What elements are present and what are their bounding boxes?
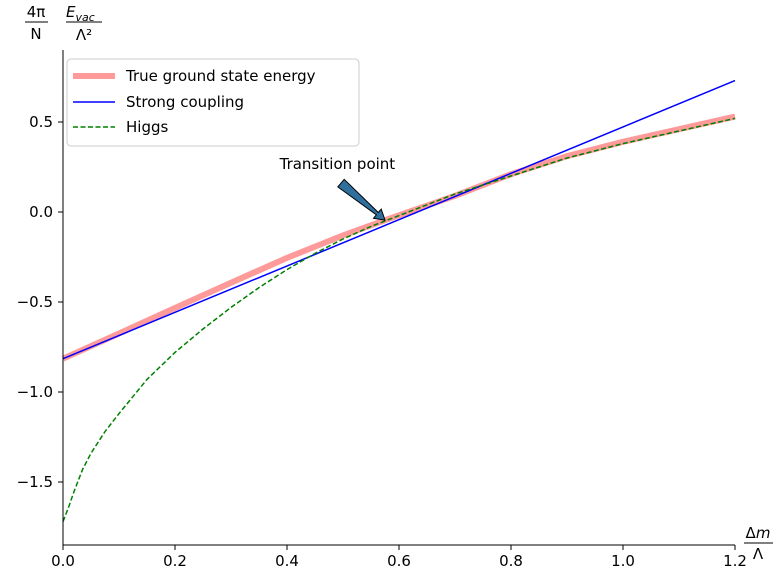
legend: True ground state energy Strong coupling…: [66, 58, 360, 147]
axes: [62, 50, 735, 546]
x-label-numerator: Δm: [746, 524, 771, 542]
annotation-transition-point-label: Transition point: [279, 155, 396, 173]
y-label-right-denominator: Λ²: [76, 26, 92, 44]
x-tick-label-0-6: 0.6: [387, 552, 411, 570]
y-label-left-denominator: N: [30, 25, 41, 43]
y-label-evac-sub: vac: [75, 11, 94, 24]
y-label-evac-main: E: [66, 3, 76, 21]
x-tick-label-0-2: 0.2: [163, 552, 187, 570]
x-tick-label-0-4: 0.4: [275, 552, 299, 570]
ticks: 0.0 0.2 0.4 0.6 0.8 1.0 1.2 0.5 0.0 −0.5 −1.0 −1.5: [17, 113, 747, 570]
annotation: Transition point: [279, 155, 396, 221]
series-line-true-ground-state-energy: [61, 113, 736, 362]
y-tick-label-1-5: −1.5: [17, 473, 53, 491]
legend-label-strong-coupling: Strong coupling: [126, 93, 244, 111]
transition-point-arrow: [337, 178, 386, 221]
series-line-strong-coupling: [62, 79, 736, 360]
legend-label-higgs: Higgs: [126, 118, 168, 136]
series-line-higgs: [62, 117, 736, 522]
y-axis-label: 4π N Evac Λ²: [25, 3, 102, 44]
y-tick-label-0-0: 0.0: [29, 203, 53, 221]
legend-label-true-ground-state-energy: True ground state energy: [125, 67, 316, 85]
legend-box: [66, 58, 360, 147]
x-tick-label-0-8: 0.8: [499, 552, 523, 570]
x-tick-label-0-0: 0.0: [51, 552, 75, 570]
x-label-denominator: Λ: [753, 545, 764, 563]
y-label-right-numerator: Evac: [66, 3, 95, 24]
y-tick-label-1-0: −1.0: [17, 383, 53, 401]
y-label-left-numerator: 4π: [27, 3, 46, 21]
y-tick-label-0-5: −0.5: [17, 293, 53, 311]
series-lines: [61, 79, 736, 522]
x-tick-label-1-2: 1.2: [723, 552, 747, 570]
x-label-delta: Δ: [746, 524, 757, 542]
x-axis-label: Δm Λ: [744, 524, 773, 563]
x-label-m: m: [756, 524, 771, 542]
y-tick-label-0-5: 0.5: [29, 113, 53, 131]
x-tick-label-1-0: 1.0: [611, 552, 635, 570]
